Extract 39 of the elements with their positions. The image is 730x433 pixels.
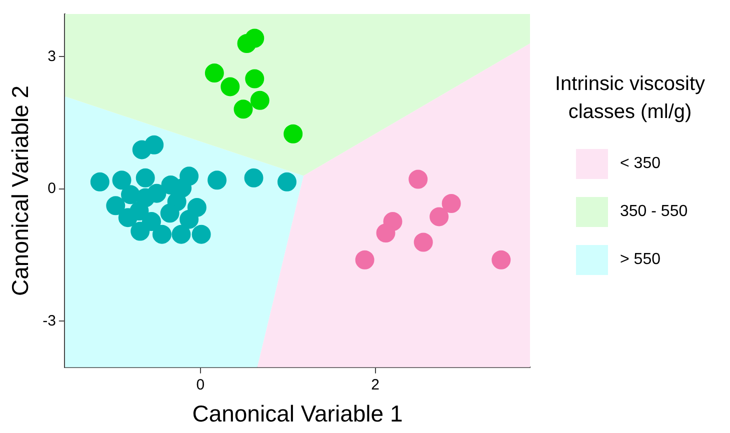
point xyxy=(130,201,149,220)
legend-label: > 550 xyxy=(620,251,660,269)
point xyxy=(244,168,264,188)
point xyxy=(245,69,264,88)
point xyxy=(144,135,164,154)
point xyxy=(180,210,199,229)
y-tick-label: 0 xyxy=(48,180,56,198)
point xyxy=(160,204,180,223)
point xyxy=(284,124,303,144)
point xyxy=(220,77,240,96)
point xyxy=(112,170,132,190)
point xyxy=(492,250,511,270)
x-tick-label: 2 xyxy=(371,376,380,394)
point xyxy=(234,100,253,119)
point xyxy=(172,224,191,244)
point xyxy=(277,172,296,192)
point xyxy=(192,224,211,244)
x-axis-title: Canonical Variable 1 xyxy=(192,400,403,427)
point xyxy=(355,250,374,270)
point xyxy=(414,232,433,252)
point xyxy=(204,64,224,83)
legend-label: < 350 xyxy=(620,155,660,173)
y-axis-title: Canonical Variable 2 xyxy=(7,85,34,296)
point xyxy=(430,207,449,226)
point xyxy=(408,170,428,189)
legend-title: Intrinsic viscosity classes (ml/g) xyxy=(554,72,706,125)
point xyxy=(208,170,227,190)
point xyxy=(106,196,126,216)
point xyxy=(90,172,110,192)
point xyxy=(152,224,172,244)
point xyxy=(250,90,270,110)
point xyxy=(442,194,461,213)
point xyxy=(245,28,264,48)
point xyxy=(147,184,166,203)
y-tick-label: -3 xyxy=(42,312,56,330)
point xyxy=(376,224,396,242)
point xyxy=(136,168,155,188)
legend-label: 350 - 550 xyxy=(620,203,688,221)
y-tick-label: 3 xyxy=(48,48,56,65)
